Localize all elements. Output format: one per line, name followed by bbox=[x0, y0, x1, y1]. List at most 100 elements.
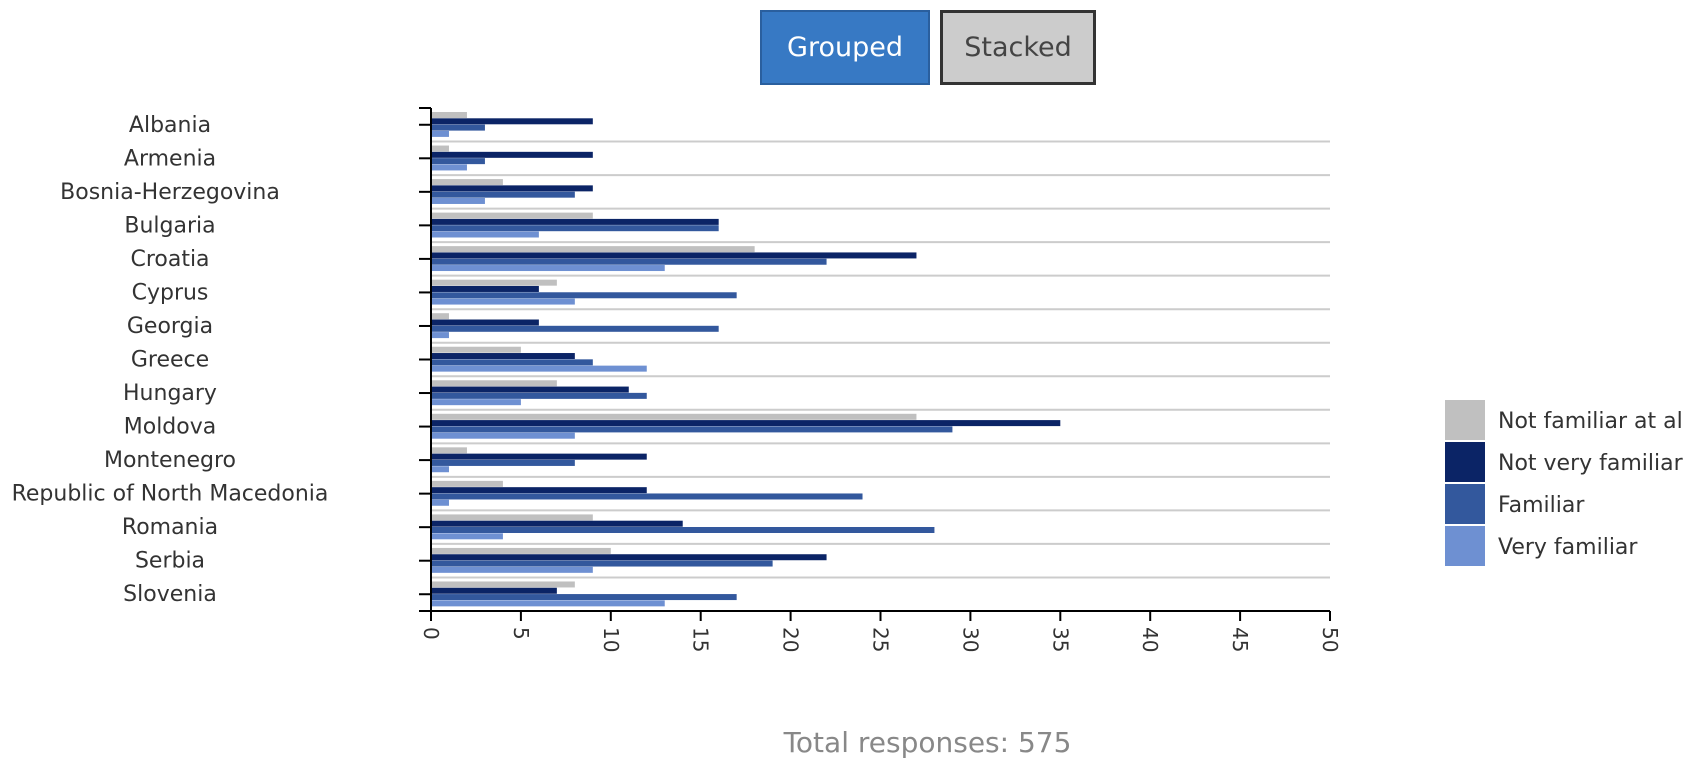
category-labels: Albania Armenia Bosnia-Herzegovina Bulgaria… bbox=[12, 113, 329, 607]
bar-bulgaria-not-very-familiar bbox=[431, 218, 719, 225]
bar-bosnia-herzegovina-not-familiar-at-all bbox=[431, 179, 503, 186]
category-label: Republic of North Macedonia bbox=[12, 482, 329, 507]
bar-greece-very-familiar bbox=[431, 365, 647, 372]
bar-albania-very-familiar bbox=[431, 130, 449, 137]
bar-serbia-not-very-familiar bbox=[431, 554, 827, 561]
category-label: Montenegro bbox=[104, 448, 236, 473]
legend-label: Very familiar bbox=[1498, 535, 1638, 560]
bar-croatia-very-familiar bbox=[431, 265, 665, 272]
legend-item-very-familiar[interactable]: Very familiar bbox=[1445, 526, 1638, 566]
legend-item-familiar[interactable]: Familiar bbox=[1445, 484, 1585, 524]
legend-item-not-familiar-at-all[interactable]: Not familiar at all bbox=[1445, 400, 1683, 440]
x-tick-label: 10 bbox=[599, 627, 623, 652]
bars bbox=[431, 112, 1061, 607]
category-label: Greece bbox=[131, 348, 209, 373]
bar-republic-of-north-macedonia-not-very-familiar bbox=[431, 487, 647, 494]
bar-serbia-not-familiar-at-all bbox=[431, 547, 611, 554]
category-label: Moldova bbox=[124, 415, 216, 440]
bar-cyprus-very-familiar bbox=[431, 298, 575, 305]
bar-romania-familiar bbox=[431, 527, 935, 533]
category-label: Bosnia-Herzegovina bbox=[60, 180, 280, 205]
x-tick-label: 15 bbox=[689, 627, 713, 652]
category-label: Georgia bbox=[127, 314, 213, 339]
category-label: Slovenia bbox=[123, 582, 217, 607]
bar-slovenia-not-familiar-at-all bbox=[431, 581, 575, 588]
bar-georgia-not-very-familiar bbox=[431, 319, 539, 326]
bar-romania-not-very-familiar bbox=[431, 520, 683, 527]
x-tick-label: 0 bbox=[419, 627, 443, 640]
bar-armenia-not-very-familiar bbox=[431, 151, 593, 158]
bar-albania-not-very-familiar bbox=[431, 118, 593, 125]
bar-greece-not-familiar-at-all bbox=[431, 346, 521, 353]
bar-hungary-not-very-familiar bbox=[431, 386, 629, 393]
bar-montenegro-not-very-familiar bbox=[431, 453, 647, 460]
bar-cyprus-not-familiar-at-all bbox=[431, 279, 557, 286]
bar-bosnia-herzegovina-not-very-familiar bbox=[431, 185, 593, 192]
bar-greece-not-very-familiar bbox=[431, 353, 575, 360]
bar-romania-not-familiar-at-all bbox=[431, 514, 593, 521]
x-tick-label: 35 bbox=[1048, 627, 1072, 652]
bar-moldova-very-familiar bbox=[431, 432, 575, 439]
legend-swatch bbox=[1445, 484, 1485, 524]
legend-swatch bbox=[1445, 442, 1485, 482]
bar-armenia-not-familiar-at-all bbox=[431, 145, 449, 152]
x-tick-labels: 0 5 10 15 20 25 30 35 40 45 50 bbox=[419, 627, 1342, 652]
bar-hungary-very-familiar bbox=[431, 399, 521, 406]
x-tick-label: 5 bbox=[509, 627, 533, 640]
x-tick-label: 25 bbox=[869, 627, 893, 652]
bar-albania-not-familiar-at-all bbox=[431, 112, 467, 118]
legend-swatch bbox=[1445, 526, 1485, 566]
bar-romania-very-familiar bbox=[431, 533, 503, 540]
bar-hungary-familiar bbox=[431, 392, 647, 399]
bar-moldova-familiar bbox=[431, 426, 953, 433]
bar-bulgaria-familiar bbox=[431, 225, 719, 232]
bar-cyprus-familiar bbox=[431, 292, 737, 299]
grouped-button[interactable]: Grouped bbox=[760, 10, 930, 85]
x-tick-label: 40 bbox=[1138, 627, 1162, 652]
bar-cyprus-not-very-familiar bbox=[431, 285, 539, 292]
legend-label: Familiar bbox=[1498, 493, 1585, 518]
bar-chart: Albania Armenia Bosnia-Herzegovina Bulgaria… bbox=[12, 107, 1683, 652]
bar-greece-familiar bbox=[431, 359, 593, 366]
bar-serbia-familiar bbox=[431, 560, 773, 567]
bar-croatia-not-familiar-at-all bbox=[431, 246, 755, 253]
bar-republic-of-north-macedonia-familiar bbox=[431, 493, 863, 500]
bar-croatia-not-very-familiar bbox=[431, 252, 917, 259]
x-tick-label: 20 bbox=[779, 627, 803, 652]
bar-armenia-familiar bbox=[431, 158, 485, 165]
bar-montenegro-familiar bbox=[431, 459, 575, 466]
bar-montenegro-not-familiar-at-all bbox=[431, 447, 467, 454]
category-label: Croatia bbox=[130, 247, 209, 272]
legend[interactable]: Not familiar at all Not very familiar Fami… bbox=[1445, 400, 1683, 566]
x-tick-label: 50 bbox=[1318, 627, 1342, 652]
x-tick-label: 45 bbox=[1228, 627, 1252, 652]
bar-republic-of-north-macedonia-not-familiar-at-all bbox=[431, 480, 503, 487]
bar-armenia-very-familiar bbox=[431, 164, 467, 171]
bar-hungary-not-familiar-at-all bbox=[431, 380, 557, 387]
bar-moldova-not-very-familiar bbox=[431, 420, 1061, 427]
bar-georgia-familiar bbox=[431, 325, 719, 332]
bar-bosnia-herzegovina-familiar bbox=[431, 191, 575, 198]
legend-label: Not very familiar bbox=[1498, 451, 1683, 476]
legend-item-not-very-familiar[interactable]: Not very familiar bbox=[1445, 442, 1683, 482]
bar-montenegro-very-familiar bbox=[431, 466, 449, 473]
bar-georgia-very-familiar bbox=[431, 332, 449, 339]
gridlines bbox=[431, 140, 1330, 579]
bar-moldova-not-familiar-at-all bbox=[431, 413, 917, 420]
bar-georgia-not-familiar-at-all bbox=[431, 313, 449, 320]
category-label: Serbia bbox=[135, 549, 205, 574]
bar-bulgaria-not-familiar-at-all bbox=[431, 212, 593, 219]
category-label: Romania bbox=[122, 515, 218, 540]
category-label: Albania bbox=[129, 113, 211, 138]
bar-serbia-very-familiar bbox=[431, 566, 593, 573]
stacked-button[interactable]: Stacked bbox=[940, 10, 1096, 85]
bar-croatia-familiar bbox=[431, 258, 827, 265]
bar-albania-familiar bbox=[431, 124, 485, 131]
category-label: Bulgaria bbox=[124, 213, 215, 238]
bar-slovenia-familiar bbox=[431, 594, 737, 601]
bar-bulgaria-very-familiar bbox=[431, 231, 539, 238]
bar-republic-of-north-macedonia-very-familiar bbox=[431, 499, 449, 506]
bar-slovenia-not-very-familiar bbox=[431, 587, 557, 594]
bar-bosnia-herzegovina-very-familiar bbox=[431, 197, 485, 204]
category-label: Hungary bbox=[123, 381, 217, 406]
